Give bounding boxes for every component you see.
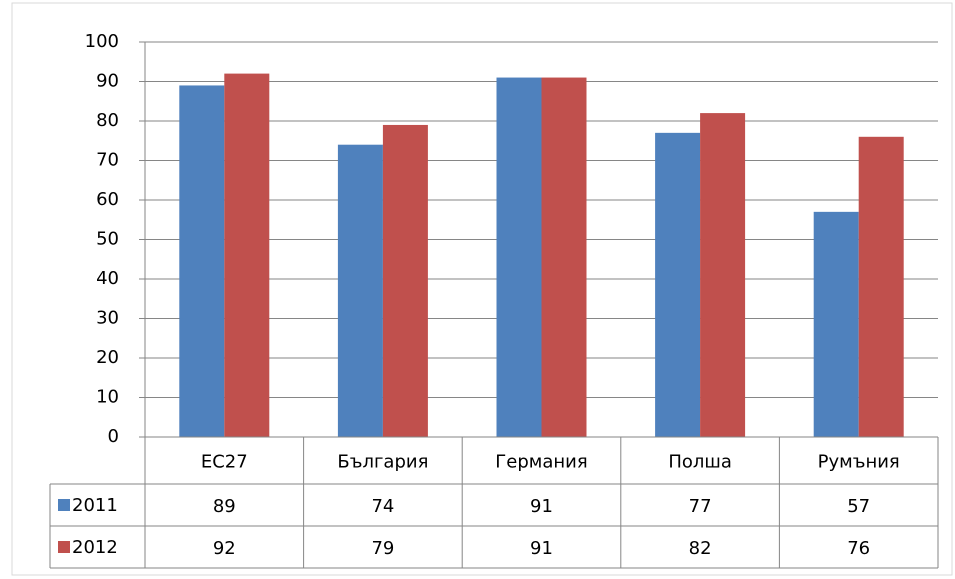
y-tick-label: 90: [96, 71, 119, 92]
table-value: 89: [213, 496, 236, 517]
table-value: 57: [847, 496, 870, 517]
table-value: 79: [371, 538, 394, 559]
bar: [496, 77, 542, 438]
chart-frame: [11, 2, 953, 576]
legend-swatch: [58, 541, 70, 553]
y-tick-label: 30: [96, 308, 119, 329]
x-tick-label: Румъния: [818, 452, 900, 473]
x-tick-label: ЕС27: [201, 452, 248, 473]
y-tick-label: 0: [108, 426, 119, 447]
table-value: 77: [689, 496, 712, 517]
bar: [224, 73, 270, 437]
legend-label: 2011: [72, 495, 118, 516]
x-tick-label: Германия: [495, 452, 587, 473]
bar: [858, 136, 904, 438]
x-tick-label: Полша: [668, 452, 732, 473]
bar: [337, 144, 383, 437]
table-value: 92: [213, 538, 236, 559]
table-value: 82: [689, 538, 712, 559]
bar: [655, 132, 701, 437]
bar: [700, 113, 746, 437]
bar: [382, 124, 428, 437]
y-tick-label: 50: [96, 229, 119, 250]
x-tick-label: България: [337, 452, 428, 473]
table-value: 76: [847, 538, 870, 559]
y-tick-label: 40: [96, 268, 119, 289]
y-tick-label: 20: [96, 347, 119, 368]
legend-label: 2012: [72, 537, 118, 558]
y-tick-label: 10: [96, 387, 119, 408]
y-tick-label: 70: [96, 150, 119, 171]
y-tick-label: 60: [96, 189, 119, 210]
table-value: 91: [530, 496, 553, 517]
y-tick-label: 100: [85, 31, 119, 52]
bar: [813, 211, 859, 437]
legend-swatch: [58, 499, 70, 511]
bar: [179, 85, 225, 437]
y-tick-label: 80: [96, 110, 119, 131]
bar: [541, 77, 587, 438]
table-value: 74: [371, 496, 394, 517]
table-value: 91: [530, 538, 553, 559]
